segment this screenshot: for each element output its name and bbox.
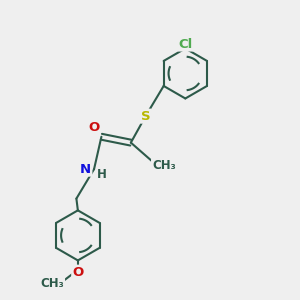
Text: N: N — [80, 163, 92, 176]
Text: CH₃: CH₃ — [40, 277, 64, 290]
Text: O: O — [72, 266, 83, 279]
Text: S: S — [141, 110, 150, 123]
Text: Cl: Cl — [178, 38, 193, 50]
Text: CH₃: CH₃ — [152, 159, 176, 172]
Text: O: O — [88, 122, 100, 134]
Text: H: H — [98, 168, 107, 181]
